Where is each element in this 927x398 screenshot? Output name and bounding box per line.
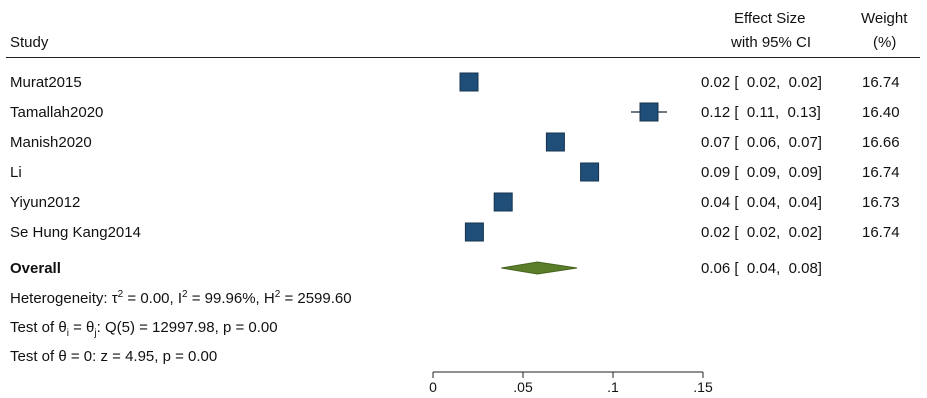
study-column-header: Study	[10, 34, 49, 51]
x-tick-label: .1	[607, 379, 619, 395]
study-name: Li	[10, 164, 22, 181]
study-name: Se Hung Kang2014	[10, 224, 141, 241]
effect-ci-row: 0.12 [ 0.11, 0.13]	[701, 104, 821, 121]
x-tick-label: .05	[513, 379, 533, 395]
x-tick-label: .15	[693, 379, 713, 395]
weight-unit-header: (%)	[873, 34, 897, 51]
study-marker	[464, 222, 484, 242]
effect-ci-row: 0.02 [ 0.02, 0.02]	[701, 224, 822, 241]
weight-value: 16.73	[862, 194, 900, 211]
effect-ci-row: 0.02 [ 0.02, 0.02]	[701, 74, 822, 91]
effect-size-ci-header: with 95% CI	[731, 34, 812, 51]
study-name: Yiyun2012	[10, 194, 81, 211]
x-tick-label: 0	[429, 379, 437, 395]
effect-ci-row: 0.09 [ 0.09, 0.09]	[701, 164, 822, 181]
effect-size-header: Effect Size	[734, 10, 806, 27]
study-marker	[545, 132, 565, 152]
study-marker	[580, 162, 600, 182]
overall-effect-test-note: Test of θ = 0: z = 4.95, p = 0.00	[10, 348, 218, 365]
study-name: Manish2020	[10, 134, 92, 151]
weight-value: 16.74	[862, 224, 900, 241]
effect-ci-row: 0.04 [ 0.04, 0.04]	[701, 194, 822, 211]
heterogeneity-note: Heterogeneity: τ2 = 0.00, I2 = 99.96%, H…	[10, 289, 352, 307]
study-name: Murat2015	[10, 74, 82, 91]
study-marker	[493, 192, 513, 212]
study-name: Tamallah2020	[10, 104, 104, 121]
study-marker	[459, 72, 479, 92]
header-divider	[6, 57, 920, 58]
weight-value: 16.74	[862, 74, 900, 91]
overall-diamond	[501, 261, 578, 275]
homogeneity-test-note: Test of θi = θj: Q(5) = 12997.98, p = 0.…	[10, 319, 278, 339]
weight-header: Weight	[861, 10, 908, 27]
weight-value: 16.66	[862, 134, 900, 151]
overall-label: Overall	[10, 260, 61, 277]
overall-effect-ci: 0.06 [ 0.04, 0.08]	[701, 260, 822, 277]
study-marker	[639, 102, 659, 122]
weight-value: 16.40	[862, 104, 900, 121]
weight-value: 16.74	[862, 164, 900, 181]
effect-ci-row: 0.07 [ 0.06, 0.07]	[701, 134, 822, 151]
